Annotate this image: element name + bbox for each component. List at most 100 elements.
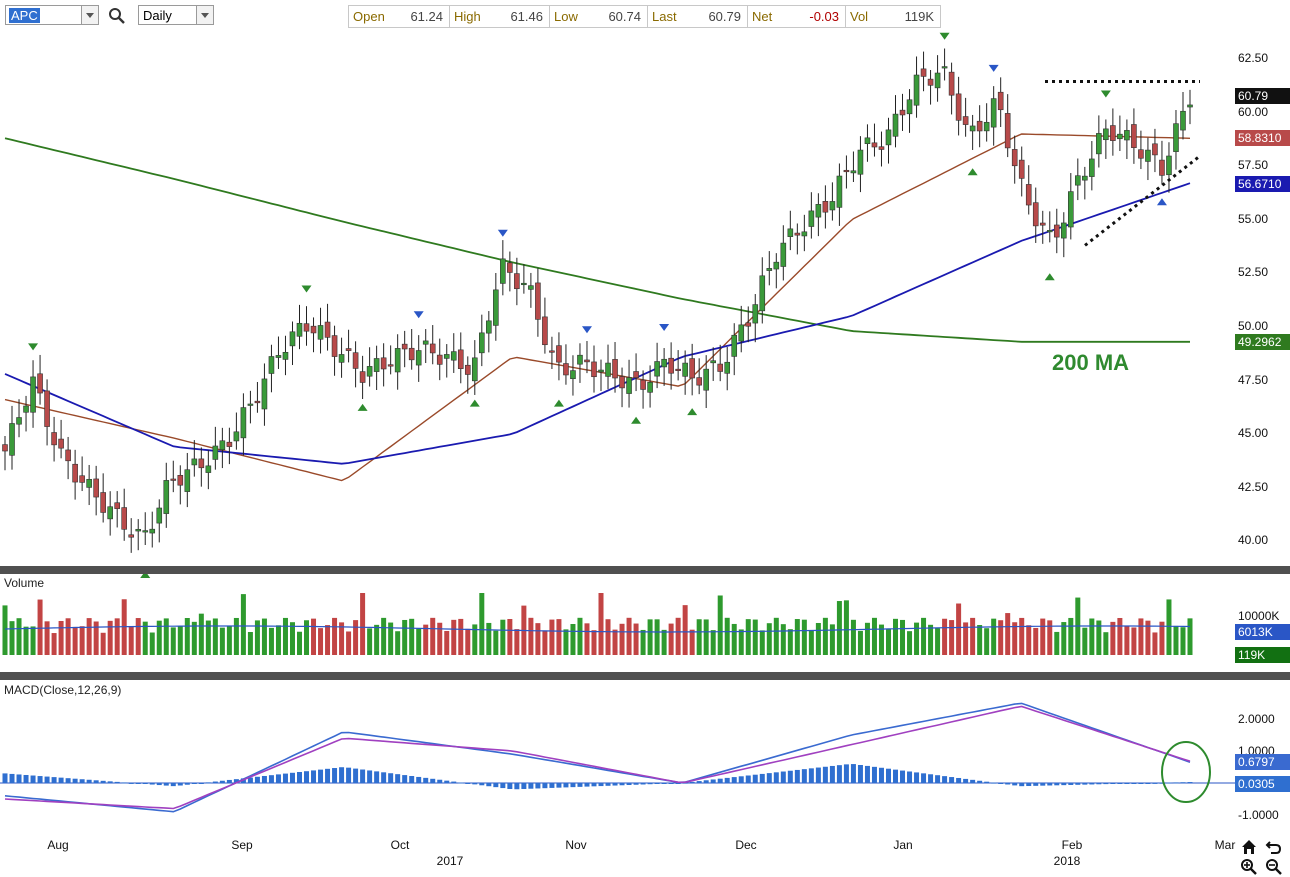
- swing-high-marker: [581, 326, 592, 334]
- candle-body: [135, 528, 142, 532]
- macd-histogram-bar: [794, 769, 800, 783]
- volume-bar: [1173, 625, 1179, 655]
- swing-high-marker: [497, 229, 508, 237]
- candle-body: [920, 68, 927, 77]
- macd-histogram-bar: [451, 781, 457, 783]
- candle-body: [780, 242, 787, 267]
- ma20-line: [4, 133, 1191, 482]
- candle-body: [464, 364, 471, 375]
- volume-bar: [170, 627, 176, 655]
- volume-bar: [479, 593, 485, 655]
- macd-histogram-bar: [72, 778, 78, 783]
- macd-histogram-bar: [402, 775, 408, 783]
- candle-body: [542, 316, 548, 346]
- volume-bar: [135, 618, 141, 655]
- volume-bar: [1103, 632, 1109, 655]
- volume-bar: [822, 617, 828, 655]
- candle-body: [1089, 158, 1095, 177]
- macd-histogram-bar: [1019, 783, 1025, 787]
- macd-histogram-bar: [963, 778, 969, 783]
- candle-body: [1180, 110, 1186, 131]
- crossover-circle: [1161, 741, 1211, 803]
- candle-body: [710, 360, 716, 364]
- quote-bar: Open 61.24 High 61.46 Low 60.74 Last 60.79 N…: [348, 5, 941, 28]
- macd-histogram-bar: [1103, 783, 1109, 785]
- candle-body: [100, 492, 106, 513]
- macd-histogram-bar: [479, 783, 485, 786]
- macd-histogram-bar: [325, 768, 331, 783]
- volume-bar: [268, 627, 274, 655]
- macd-histogram-bar: [409, 776, 415, 783]
- candle-body: [1124, 130, 1130, 141]
- volume-bar: [367, 628, 373, 655]
- search-icon[interactable]: [108, 7, 126, 25]
- macd-histogram-bar: [675, 783, 681, 784]
- candle-body: [934, 72, 941, 89]
- macd-histogram-bar: [254, 776, 260, 783]
- pane-separator[interactable]: [0, 672, 1290, 680]
- candle-body: [65, 449, 71, 462]
- macd-histogram-bar: [710, 779, 716, 783]
- interval-select[interactable]: Daily: [138, 5, 214, 25]
- quote-open-label: Open: [353, 9, 385, 24]
- macd-histogram-bar: [142, 783, 148, 785]
- pane-separator[interactable]: [0, 566, 1290, 574]
- ma200-tag: 49.2962: [1235, 334, 1290, 350]
- candle-body: [408, 347, 415, 361]
- symbol-dropdown-button[interactable]: [81, 6, 98, 24]
- zoom-in-icon[interactable]: [1240, 858, 1258, 876]
- candle-body: [745, 322, 752, 327]
- candle-body: [647, 382, 653, 393]
- macd-histogram-bar: [100, 780, 106, 783]
- candle-body: [1138, 149, 1144, 159]
- candle-body: [128, 534, 135, 538]
- macd-histogram-bar: [682, 782, 688, 784]
- home-icon[interactable]: [1240, 838, 1258, 856]
- volume-bar: [577, 617, 583, 655]
- macd-histogram-bar: [549, 783, 555, 788]
- macd-histogram-bar: [346, 767, 352, 783]
- symbol-input[interactable]: APC: [5, 5, 99, 25]
- candle-body: [668, 357, 674, 374]
- candle-body: [584, 359, 590, 363]
- interval-dropdown-button[interactable]: [196, 6, 213, 24]
- volume-bar: [219, 627, 225, 655]
- candle-body: [598, 369, 604, 373]
- macd-histogram-bar: [500, 783, 506, 789]
- volume-bar: [619, 623, 625, 655]
- volume-bar: [956, 603, 962, 655]
- macd-histogram-bar: [696, 781, 702, 783]
- volume-bar: [409, 618, 415, 655]
- macd-histogram-bar: [51, 777, 57, 783]
- macd-histogram-bar: [79, 779, 85, 783]
- quote-low-value: 60.74: [608, 9, 641, 24]
- volume-pane-title: Volume: [4, 576, 45, 590]
- candle-body: [787, 228, 794, 237]
- candle-body: [275, 355, 282, 358]
- macd-histogram-bar: [984, 781, 990, 783]
- candle-body: [738, 324, 745, 342]
- volume-bar: [128, 625, 134, 655]
- candle-body: [500, 258, 506, 284]
- macd-histogram-bar: [9, 773, 15, 783]
- volume-bar: [724, 617, 730, 655]
- macd-histogram-bar: [86, 779, 92, 783]
- macd-histogram-bar: [745, 775, 751, 783]
- candle-body: [997, 91, 1004, 111]
- volume-bar: [360, 593, 366, 655]
- volume-bar: [374, 624, 380, 655]
- swing-high-marker: [988, 64, 999, 72]
- last-price-tag: 60.79: [1235, 88, 1290, 104]
- swing-high-marker: [413, 311, 424, 319]
- zoom-out-icon[interactable]: [1265, 858, 1283, 876]
- macd-histogram-bar: [1180, 782, 1186, 784]
- toolbar: APC Daily Open 61.24 High 61.46 Low 60.74 L…: [0, 0, 1290, 34]
- candle-body: [324, 321, 331, 338]
- quote-net-value: -0.03: [809, 9, 839, 24]
- macd-histogram-bar: [212, 781, 218, 783]
- ma20-tag: 58.8310: [1235, 130, 1290, 146]
- undo-icon[interactable]: [1265, 838, 1283, 856]
- macd-histogram-bar: [598, 783, 604, 787]
- candle-body: [226, 441, 233, 447]
